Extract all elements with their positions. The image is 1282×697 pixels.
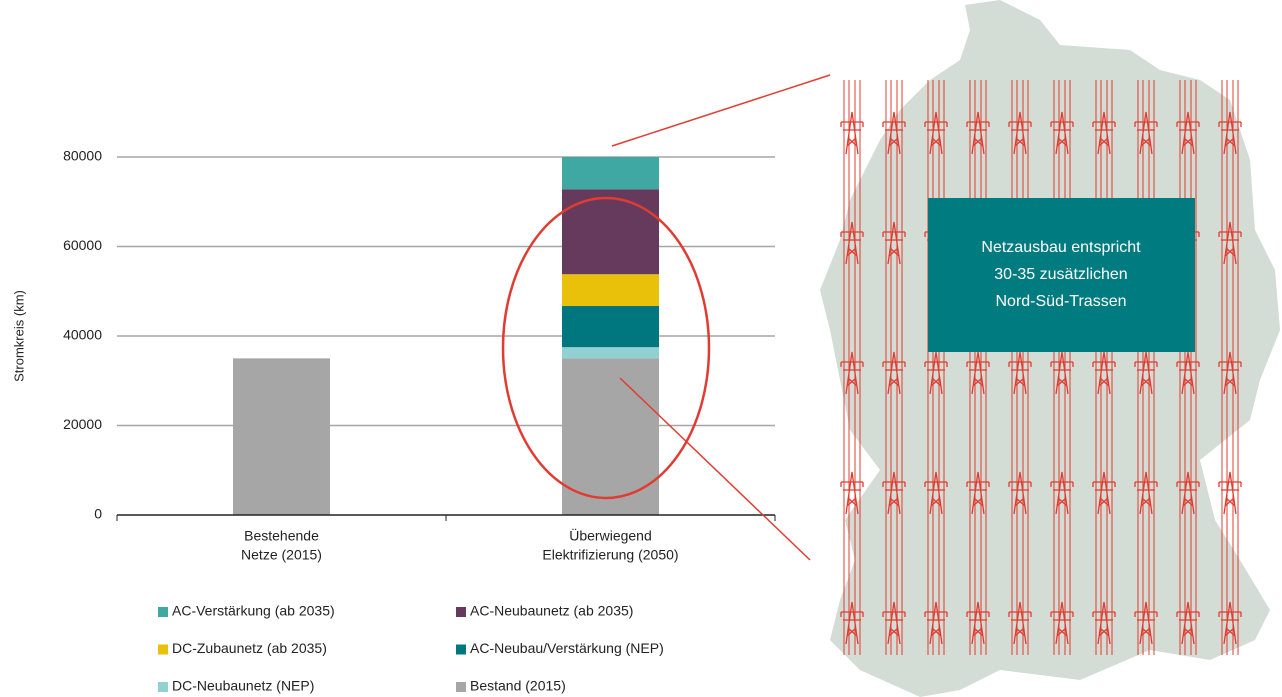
pylon-icon <box>966 471 990 515</box>
pylon-icon <box>882 601 906 645</box>
x-tick-label: Überwiegend <box>569 527 652 544</box>
pylon-icon <box>1008 111 1032 155</box>
pylon-icon <box>966 111 990 155</box>
connector-line <box>611 74 831 147</box>
pylon-icon <box>1050 471 1074 515</box>
pylon-icon <box>924 111 948 155</box>
pylon-icon <box>840 221 864 265</box>
y-tick-label: 20000 <box>63 416 102 432</box>
y-tick-label: 80000 <box>63 148 102 164</box>
y-tick-label: 60000 <box>63 237 102 253</box>
annotation-text: Nord-Süd-Trassen <box>995 293 1126 310</box>
legend-swatch <box>456 682 466 692</box>
connector-line <box>619 377 811 561</box>
bar-segment <box>562 157 659 190</box>
y-tick-label: 0 <box>94 506 102 522</box>
bar-segment <box>562 189 659 275</box>
highlight-ellipse <box>501 196 711 500</box>
pylon-icon <box>1176 111 1200 155</box>
bar-segment <box>233 358 330 515</box>
pylon-icon <box>1008 601 1032 645</box>
pylon-icon <box>882 221 906 265</box>
pylon-icon <box>1050 601 1074 645</box>
bar-segment <box>562 347 659 359</box>
legend-label: Bestand (2015) <box>470 678 566 694</box>
legend-swatch <box>158 644 168 655</box>
pylon-icon <box>1092 111 1116 155</box>
legend-swatch <box>456 644 466 655</box>
pylon-icon <box>924 601 948 645</box>
pylon-icon <box>840 351 864 395</box>
pylon-icon <box>1218 111 1242 155</box>
legend-label: AC-Verstärkung (ab 2035) <box>172 603 335 619</box>
legend-label: DC-Zubaunetz (ab 2035) <box>172 640 327 656</box>
y-tick-label: 40000 <box>63 327 102 343</box>
pylon-icon <box>924 471 948 515</box>
pylon-icon <box>1092 601 1116 645</box>
pylon-icon <box>966 601 990 645</box>
bar-segment <box>562 306 659 348</box>
annotation-box <box>928 198 1195 352</box>
x-tick-label: Elektrifizierung (2050) <box>542 547 678 563</box>
plot: 0 20000 40000 60000 80000 Bestehende Netze (20… <box>63 148 776 694</box>
pylon-icon <box>882 111 906 155</box>
pylon-icon <box>1218 351 1242 395</box>
x-tick-label: Netze (2015) <box>241 547 322 563</box>
pylon-icon <box>1176 601 1200 645</box>
pylon-icon <box>1050 111 1074 155</box>
legend-swatch <box>456 607 466 617</box>
pylon-icon <box>882 351 906 395</box>
pylon-icon <box>1134 601 1158 645</box>
legend-label: AC-Neubaunetz (ab 2035) <box>470 603 633 619</box>
legend-swatch <box>158 682 168 692</box>
legend-label: AC-Neubau/Verstärkung (NEP) <box>470 640 664 656</box>
x-tick-label: Bestehende <box>244 528 319 544</box>
bar-segment <box>562 274 659 307</box>
pylon-icon <box>840 601 864 645</box>
pylon-icon <box>840 111 864 155</box>
pylon-icon <box>1134 471 1158 515</box>
y-axis-label: Stromkreis (km) <box>11 290 26 382</box>
pylon-icon <box>1218 221 1242 265</box>
pylon-icon <box>840 471 864 515</box>
legend-swatch <box>158 607 168 617</box>
pylon-icon <box>1218 601 1242 645</box>
pylon-icon <box>1092 471 1116 515</box>
pylon-icon <box>1008 471 1032 515</box>
legend-label: DC-Neubaunetz (NEP) <box>172 678 314 694</box>
pylon-icon <box>1134 111 1158 155</box>
pylon-icon <box>882 471 906 515</box>
annotation-text: 30-35 zusätzlichen <box>994 266 1127 283</box>
pylon-grid <box>840 80 1242 655</box>
pylon-icon <box>1176 471 1200 515</box>
annotation-text: Netzausbau entspricht <box>981 239 1141 256</box>
pylon-icon <box>1218 471 1242 515</box>
